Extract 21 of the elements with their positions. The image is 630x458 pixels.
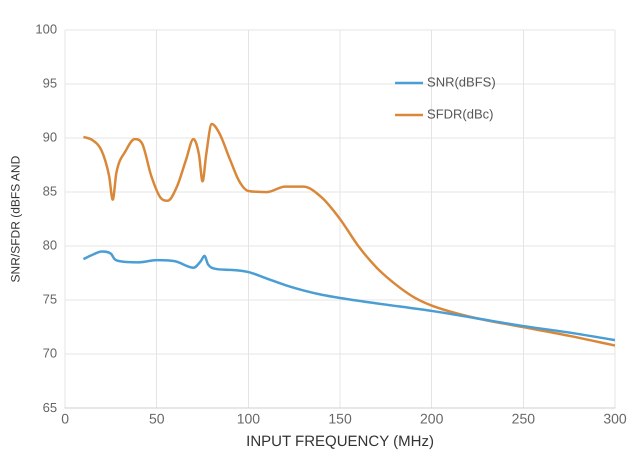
y-tick-label: 75 (42, 292, 58, 307)
x-tick-label: 50 (148, 410, 165, 426)
x-tick-label: 0 (61, 410, 70, 426)
legend-label: SFDR(dBc) (427, 106, 494, 122)
y-tick-label: 85 (42, 184, 58, 199)
x-tick-label: 150 (328, 410, 352, 426)
x-tick-label: 200 (420, 410, 444, 426)
y-tick-label: 70 (42, 346, 58, 361)
y-tick-label: 95 (42, 76, 58, 91)
y-tick-label: 80 (42, 238, 58, 253)
line-series (82, 122, 615, 347)
y-tick-label: 90 (42, 130, 58, 145)
x-tick-label: 100 (236, 410, 260, 426)
y-axis-title: SNR/SFDR (dBFS AND (8, 155, 23, 282)
x-axis-title: INPUT FREQUENCY (MHz) (246, 433, 434, 450)
line-series (82, 250, 615, 342)
x-tick-label: 250 (512, 410, 536, 426)
x-tick-label: 300 (603, 410, 627, 426)
y-tick-label: 100 (35, 22, 58, 37)
y-tick-label: 65 (42, 400, 58, 415)
legend-label: SNR(dBFS) (427, 74, 496, 90)
